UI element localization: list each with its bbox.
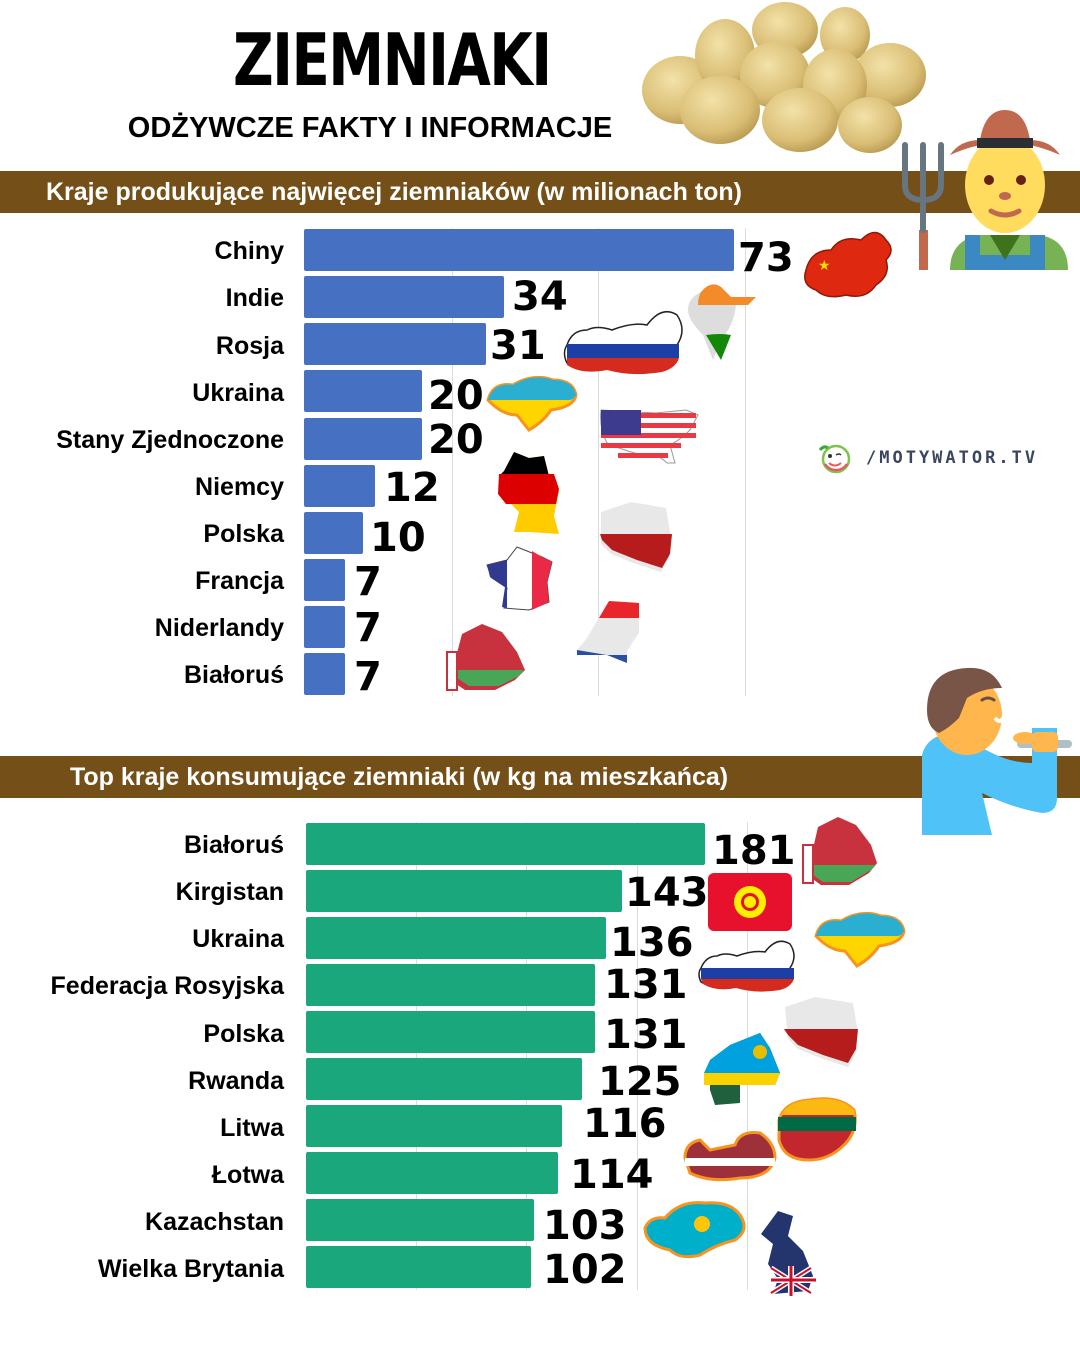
grid-line xyxy=(598,228,599,696)
poland-map-flag-icon xyxy=(600,502,672,572)
bar xyxy=(306,1246,531,1288)
value-label: 34 xyxy=(512,274,568,320)
page-title: ZIEMNIAKI xyxy=(233,18,552,102)
country-label: Rwanda xyxy=(188,1067,284,1095)
france-map-flag-icon xyxy=(486,546,553,611)
grid-line xyxy=(526,822,527,1290)
value-label: 73 xyxy=(738,235,794,281)
watermark: /MOTYWATOR.TV xyxy=(816,440,1036,476)
production-heading-band: Kraje produkujące najwięcej ziemniaków (… xyxy=(0,171,1080,213)
china-map-flag-icon: ★ xyxy=(804,231,892,298)
value-label: 131 xyxy=(604,1012,688,1058)
country-label: Niemcy xyxy=(195,473,284,501)
bar xyxy=(306,1199,534,1241)
farmer-with-pitchfork-icon xyxy=(902,110,1068,270)
bar xyxy=(304,276,504,318)
belarus-map-flag-icon xyxy=(446,624,525,691)
value-label: 131 xyxy=(604,962,688,1008)
value-label: 7 xyxy=(354,605,382,651)
bar xyxy=(306,1011,595,1053)
country-label: Chiny xyxy=(214,237,284,265)
kyrgyzstan-flag-icon xyxy=(708,873,792,931)
bar xyxy=(306,1058,582,1100)
bar xyxy=(304,512,363,554)
country-label: Łotwa xyxy=(211,1161,284,1189)
bar xyxy=(306,1105,562,1147)
grid-line xyxy=(745,228,746,696)
value-label: 31 xyxy=(490,323,546,369)
ukraine-map-flag-icon xyxy=(486,375,578,432)
value-label: 7 xyxy=(354,654,382,700)
country-label: Ukraina xyxy=(192,925,284,953)
country-label: Federacja Rosyjska xyxy=(50,972,284,1000)
country-label: Wielka Brytania xyxy=(98,1255,284,1283)
consumption-heading: Top kraje konsumujące ziemniaki (w kg na… xyxy=(70,763,729,791)
bar xyxy=(306,823,705,865)
country-label: Indie xyxy=(225,284,284,312)
value-label: 114 xyxy=(570,1152,654,1198)
value-label: 12 xyxy=(384,465,440,511)
country-label: Kirgistan xyxy=(175,878,284,906)
bar xyxy=(306,870,622,912)
value-label: 7 xyxy=(354,559,382,605)
grid-line xyxy=(637,822,638,1290)
country-label: Kazachstan xyxy=(145,1208,284,1236)
watermark-text: /MOTYWATOR.TV xyxy=(866,448,1039,468)
country-label: Litwa xyxy=(220,1114,284,1142)
potato-pile-icon xyxy=(642,2,926,153)
value-label: 20 xyxy=(428,373,484,419)
usa-map-flag-icon xyxy=(600,409,699,464)
bar xyxy=(304,653,345,695)
country-label: Białoruś xyxy=(183,831,284,859)
country-label: Francja xyxy=(195,567,284,595)
russia-map-flag-icon xyxy=(563,310,683,375)
smiling-face-logo-icon xyxy=(818,444,851,474)
germany-map-flag-icon xyxy=(498,452,559,534)
svg-text:★: ★ xyxy=(818,257,831,273)
country-label: Polska xyxy=(203,520,284,548)
bar xyxy=(304,370,422,412)
value-label: 10 xyxy=(370,515,426,561)
netherlands-map-flag-icon xyxy=(577,601,639,663)
value-label: 143 xyxy=(625,870,709,916)
country-label: Rosja xyxy=(215,332,284,360)
bar xyxy=(304,323,486,365)
country-label: Białoruś xyxy=(183,661,284,689)
consumption-heading-band: Top kraje konsumujące ziemniaki (w kg na… xyxy=(0,756,1080,798)
bar xyxy=(304,418,422,460)
ukraine-map-flag-icon xyxy=(814,911,906,968)
lithuania-map-flag-icon xyxy=(777,1097,857,1162)
man-eating-with-spoon-icon xyxy=(922,667,1072,835)
kazakhstan-map-flag-icon xyxy=(643,1201,746,1259)
poland-map-flag-icon xyxy=(784,997,858,1067)
bar xyxy=(304,559,345,601)
value-label: 20 xyxy=(428,417,484,463)
uk-map-flag-icon xyxy=(761,1211,816,1296)
value-label: 125 xyxy=(598,1059,682,1105)
value-label: 102 xyxy=(543,1247,627,1293)
bar xyxy=(306,1152,558,1194)
india-map-flag-icon xyxy=(688,284,756,360)
belarus-map-flag-icon xyxy=(802,817,877,885)
russia-map-flag-icon xyxy=(698,940,795,992)
country-label: Polska xyxy=(203,1020,284,1048)
rwanda-map-flag-icon xyxy=(704,1033,780,1105)
value-label: 136 xyxy=(610,920,694,966)
bar xyxy=(304,229,734,271)
value-label: 116 xyxy=(583,1101,667,1147)
country-label: Ukraina xyxy=(192,379,284,407)
grid-line xyxy=(416,822,417,1290)
bar xyxy=(306,964,595,1006)
grid-line xyxy=(452,228,453,696)
bar xyxy=(306,917,606,959)
latvia-map-flag-icon xyxy=(683,1131,777,1182)
value-label: 103 xyxy=(543,1203,627,1249)
country-label: Niderlandy xyxy=(154,614,284,642)
production-heading: Kraje produkujące najwięcej ziemniaków (… xyxy=(46,178,742,206)
bar xyxy=(304,465,375,507)
bar xyxy=(304,606,345,648)
country-label: Stany Zjednoczone xyxy=(56,426,284,454)
page-subtitle: ODŻYWCZE FAKTY I INFORMACJE xyxy=(127,112,613,144)
value-label: 181 xyxy=(712,828,796,874)
